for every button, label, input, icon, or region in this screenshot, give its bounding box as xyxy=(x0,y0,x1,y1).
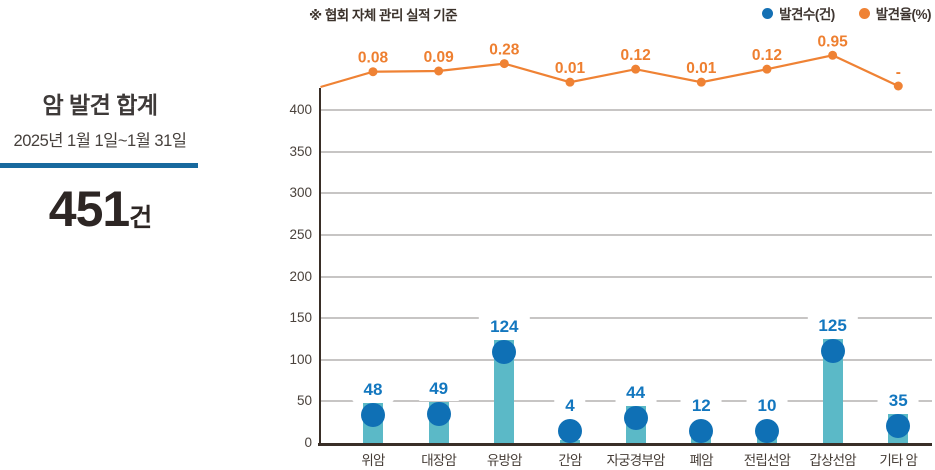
bar-top-dot-icon xyxy=(886,413,911,438)
rate-point-icon xyxy=(565,77,575,87)
y-tick-label: 100 xyxy=(289,351,312,367)
rate-point-icon xyxy=(499,59,509,69)
x-category-label: 위암 xyxy=(361,453,385,468)
bar xyxy=(494,339,515,443)
x-category-label: 자궁경부암 xyxy=(606,453,666,468)
legend-count-label: 발견수(건) xyxy=(779,7,835,22)
bar-value-label: 125 xyxy=(807,313,858,338)
rate-point-icon xyxy=(696,77,706,87)
gridline xyxy=(321,358,932,361)
bar-top-dot-icon xyxy=(623,406,648,431)
bar-value-label: 124 xyxy=(479,314,530,339)
rate-point-icon xyxy=(828,50,838,60)
rate-value-label: 0.09 xyxy=(424,49,455,66)
x-category-label: 대장암 xyxy=(421,453,457,468)
rate-point-icon xyxy=(631,64,641,74)
rate-line xyxy=(320,54,899,89)
count-unit: 건 xyxy=(129,204,152,232)
bar-value-label: 4 xyxy=(554,394,586,418)
rate-value-label: 0.08 xyxy=(358,50,389,67)
rate-point-icon xyxy=(368,67,378,77)
rate-point-icon xyxy=(762,64,772,74)
bar-top-dot-icon xyxy=(361,403,385,428)
summary-period: 2025년 1월 1일~1월 31일 xyxy=(13,132,187,150)
rate-value-label: - xyxy=(896,64,901,81)
rate-value-label: 0.01 xyxy=(686,60,717,77)
bar-top-dot-icon xyxy=(426,402,451,427)
gridline xyxy=(321,150,932,153)
y-tick-label: 400 xyxy=(289,102,312,117)
criteria-note: ※ 협회 자체 관리 실적 기준 xyxy=(309,8,458,23)
x-category-label: 간암 xyxy=(558,453,582,468)
gridline xyxy=(321,275,932,278)
bar-value-label: 35 xyxy=(877,388,919,413)
chart-legend: 발견수(건) 발견율(%) xyxy=(762,3,932,23)
rate-value-label: 0.28 xyxy=(489,42,520,59)
x-category-label: 갑상선암 xyxy=(809,453,856,468)
rate-point-icon xyxy=(893,81,903,91)
legend-rate-label: 발견율(%) xyxy=(875,7,932,22)
bar-top-dot-icon xyxy=(689,419,714,443)
legend-item-rate: 발견율(%) xyxy=(858,3,932,23)
bar-value-label: 12 xyxy=(680,394,722,418)
rate-value-label: 0.12 xyxy=(752,47,782,64)
rate-point-icon xyxy=(434,66,444,76)
x-category-label: 기타 암 xyxy=(879,453,918,468)
gridline xyxy=(321,109,932,111)
gridline xyxy=(321,317,932,320)
bar-value-label: 48 xyxy=(352,378,394,403)
y-tick-label: 200 xyxy=(289,268,312,284)
bar-value-label: 49 xyxy=(418,377,460,402)
rate-value-label: 0.95 xyxy=(818,33,849,50)
y-tick-label: 50 xyxy=(296,393,312,409)
x-category-label: 유방암 xyxy=(486,453,523,468)
y-tick-label: 250 xyxy=(289,226,312,242)
bar-top-dot-icon xyxy=(557,419,582,443)
y-tick-label: 150 xyxy=(289,310,312,326)
bar-top-dot-icon xyxy=(754,419,779,443)
gridline xyxy=(321,233,932,236)
gridline xyxy=(321,192,932,195)
bar-top-dot-icon xyxy=(820,338,845,363)
rate-value-label: 0.12 xyxy=(621,47,651,64)
summary-title: 암 발견 합계 xyxy=(42,92,158,118)
count-value: 451 xyxy=(48,181,130,237)
legend-rate-dot-icon xyxy=(858,7,870,19)
summary-count: 451건 xyxy=(0,180,200,238)
x-category-label: 폐암 xyxy=(689,453,714,468)
legend-item-count: 발견수(건) xyxy=(762,3,835,23)
bar-value-label: 10 xyxy=(746,394,788,418)
rate-value-label: 0.01 xyxy=(555,60,586,77)
y-tick-label: 350 xyxy=(289,143,312,159)
bar xyxy=(822,338,843,443)
y-tick-label: 300 xyxy=(289,185,312,201)
summary-divider xyxy=(0,163,198,168)
bar-value-label: 44 xyxy=(615,381,657,406)
legend-count-dot-icon xyxy=(762,7,774,19)
bar-top-dot-icon xyxy=(492,339,517,364)
x-category-label: 전립선암 xyxy=(743,453,791,468)
y-tick-label: 0 xyxy=(304,435,312,450)
y-axis-line xyxy=(319,88,321,444)
x-axis-line xyxy=(318,443,932,446)
